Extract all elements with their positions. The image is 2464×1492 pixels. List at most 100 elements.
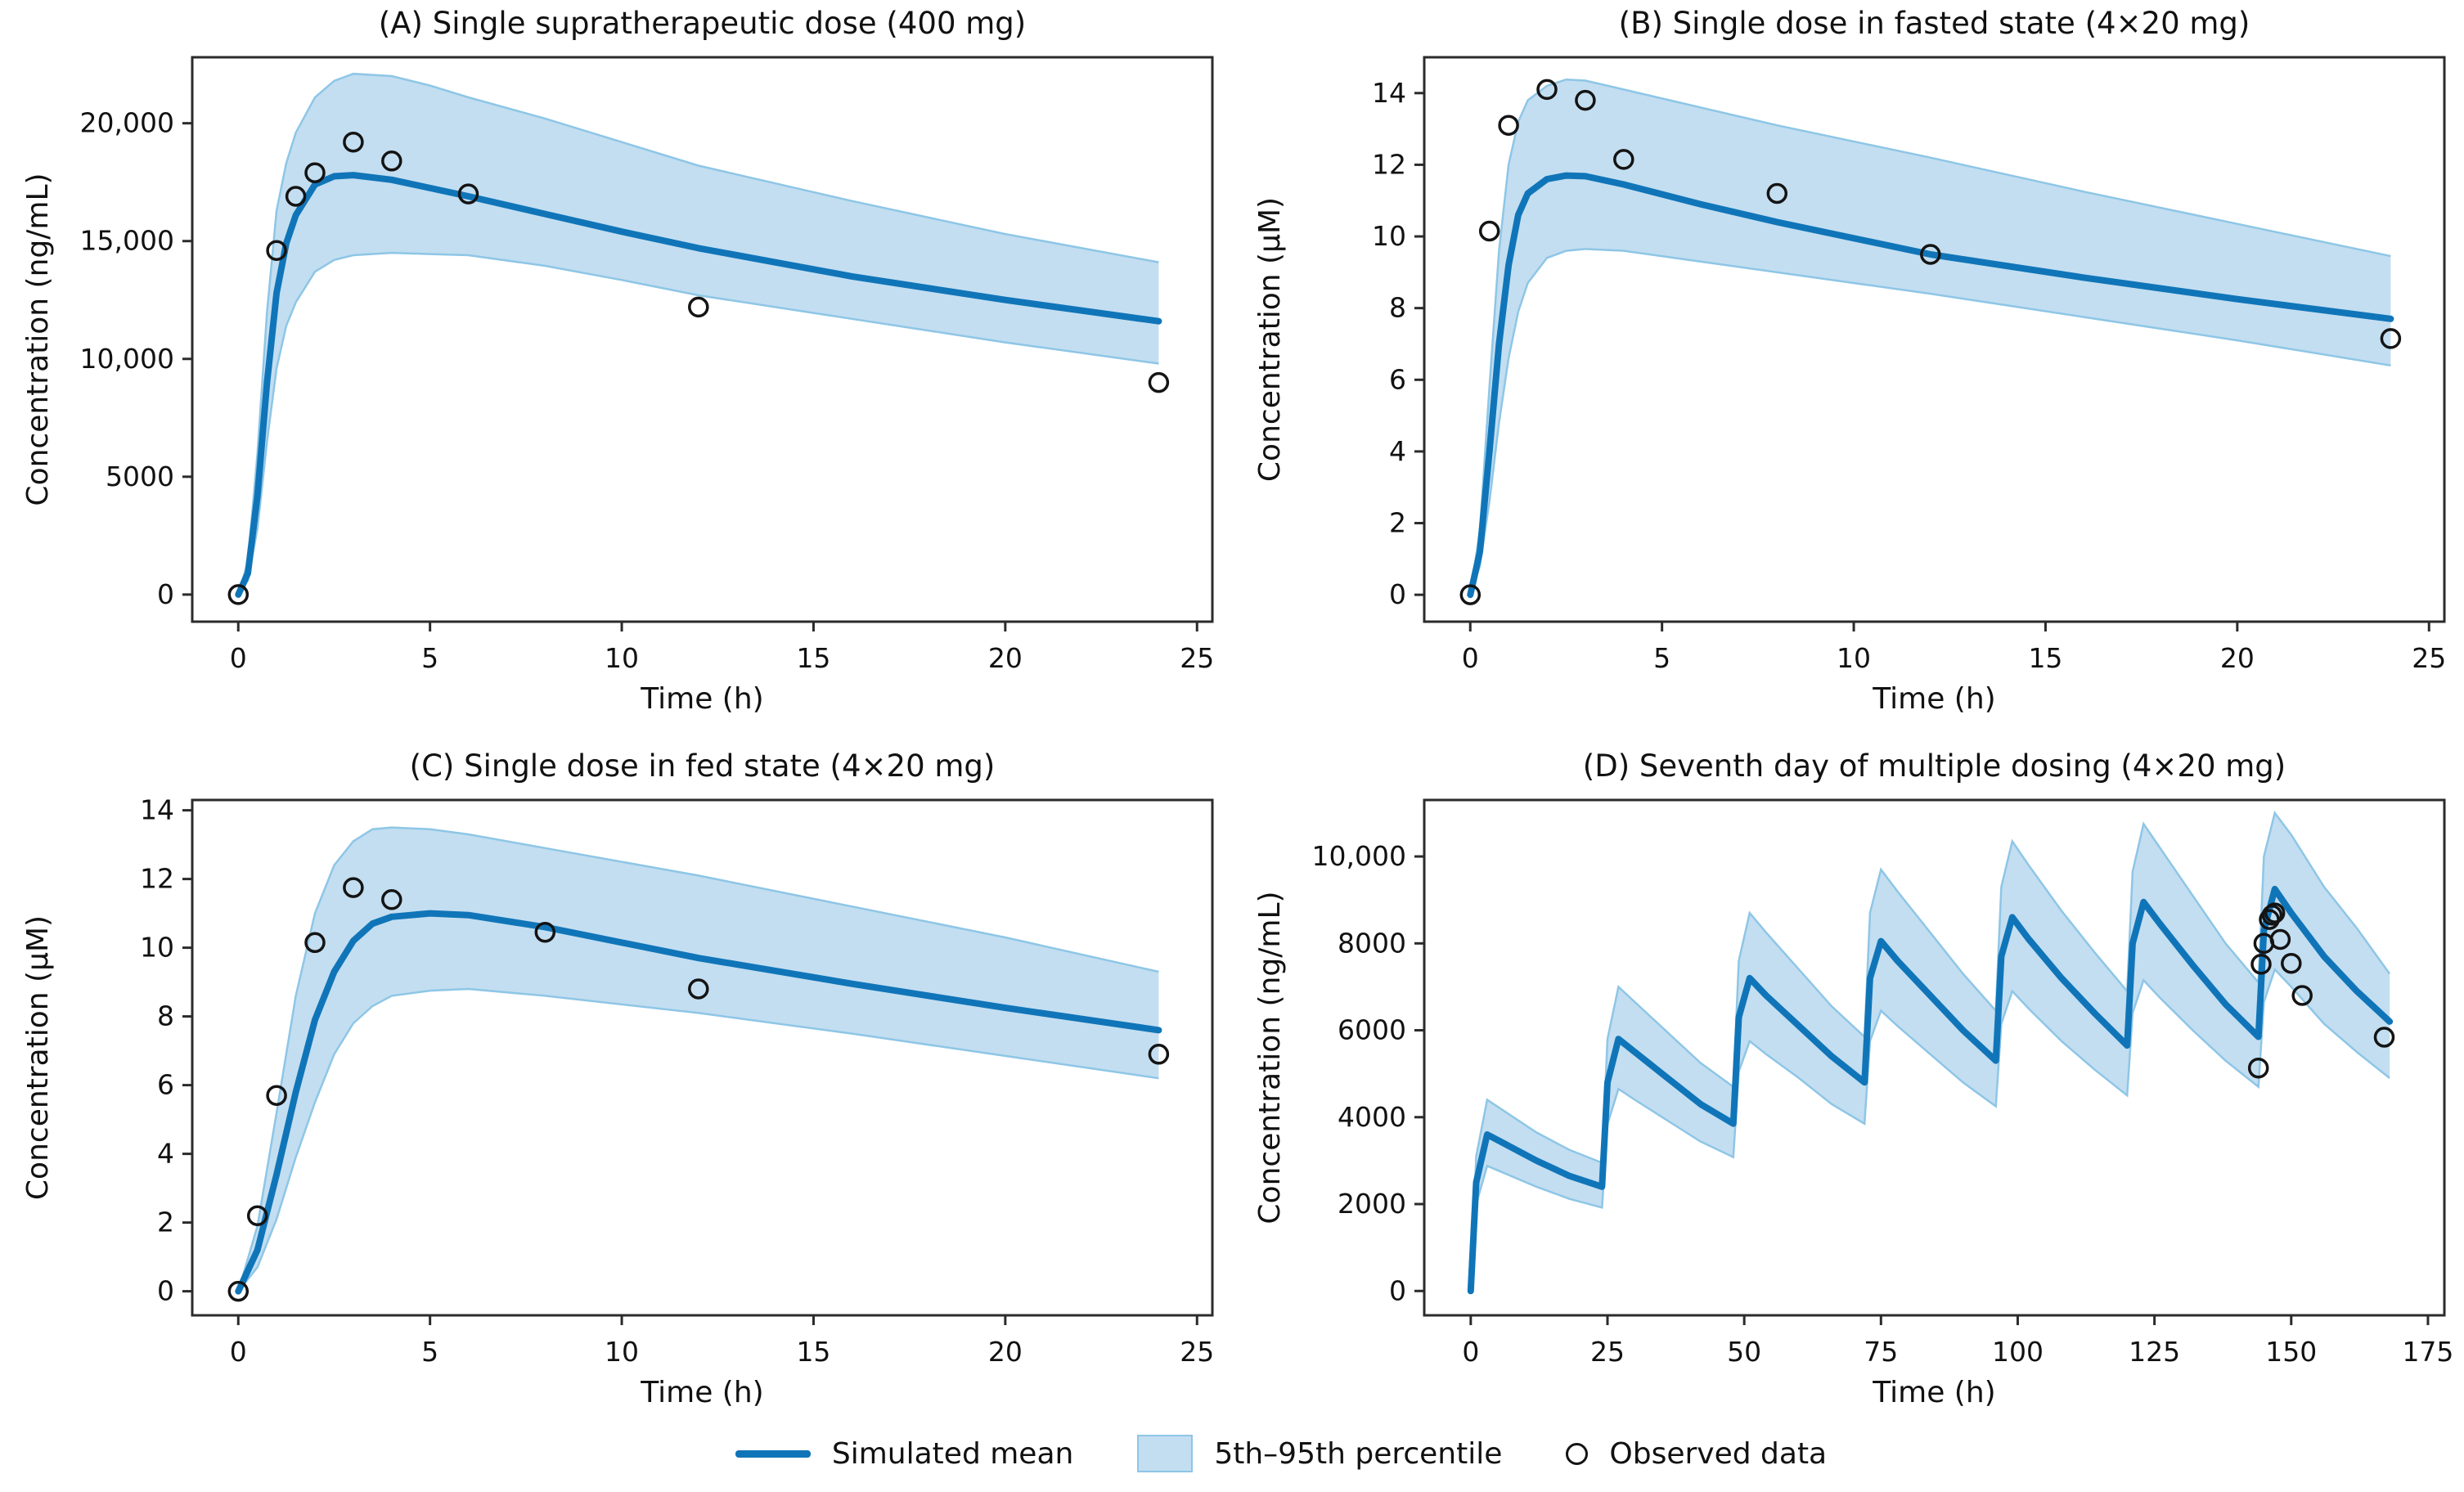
panel-a-title: (A) Single supratherapeutic dose (400 mg… — [378, 5, 1027, 41]
legend-item-percentile-band: 5th–95th percentile — [1137, 1435, 1502, 1472]
y-axis-label: Concentration (ng/mL) — [1253, 891, 1287, 1224]
y-tick-label: 4000 — [1338, 1101, 1406, 1133]
y-tick-label: 10 — [1372, 220, 1406, 252]
x-tick-label: 0 — [1462, 642, 1479, 674]
y-axis-label: Concentration (µM) — [1253, 197, 1287, 482]
y-tick-label: 10,000 — [80, 343, 174, 375]
x-tick-label: 100 — [1992, 1336, 2044, 1368]
simulated-mean-line — [235, 910, 1162, 1295]
y-tick-label: 2 — [1389, 507, 1406, 539]
x-tick-label: 20 — [988, 642, 1023, 674]
observed-point — [2264, 902, 2286, 924]
x-tick-label: 20 — [2220, 642, 2255, 674]
panel-c-title: (C) Single dose in fed state (4×20 mg) — [409, 748, 996, 784]
legend-item-observed-data: Observed data — [1566, 1437, 1827, 1471]
y-tick-label: 12 — [140, 863, 174, 895]
panel-b-title: (B) Single dose in fasted state (4×20 mg… — [1618, 5, 2250, 41]
observed-point — [1148, 1044, 1170, 1065]
observed-point — [1613, 149, 1634, 170]
x-tick-label: 75 — [1864, 1336, 1898, 1368]
x-tick-label: 10 — [605, 642, 639, 674]
observed-point — [2261, 905, 2283, 926]
x-tick-label: 125 — [2129, 1336, 2180, 1368]
observed-point — [1920, 244, 1941, 265]
y-tick-label: 14 — [1372, 77, 1406, 109]
band-edge-upper — [237, 72, 1159, 595]
observed-point — [1478, 220, 1500, 242]
observed-data-marker-swatch — [1566, 1442, 1589, 1465]
observed-point — [304, 932, 326, 954]
observed-point — [285, 186, 307, 207]
y-tick-label: 12 — [1372, 148, 1406, 180]
x-axis-label: Time (h) — [640, 1376, 763, 1409]
observed-point — [1536, 79, 1558, 101]
axes-box — [1423, 56, 2446, 623]
observed-point — [227, 1280, 250, 1302]
observed-point — [2373, 1027, 2395, 1048]
observed-point — [2269, 928, 2291, 950]
panel-a-plot: 0 5 10 15 20 25 0 5000 10,000 15,000 20,000 Time (h… — [21, 56, 1214, 716]
y-tick-label: 0 — [157, 578, 174, 610]
x-tick-label: 20 — [988, 1336, 1023, 1368]
band-edge-upper — [1469, 811, 2391, 1292]
observed-point — [2250, 954, 2272, 975]
x-tick-label: 5 — [421, 642, 438, 674]
observed-point — [2380, 328, 2402, 349]
legend-label-observed-data: Observed data — [1609, 1436, 1828, 1471]
x-tick-label: 50 — [1727, 1336, 1761, 1368]
x-tick-label: 5 — [421, 1336, 438, 1368]
band-edge-upper — [1469, 78, 2391, 595]
y-tick-label: 20,000 — [80, 107, 174, 139]
observed-point — [343, 131, 364, 153]
y-axis-label: Concentration (ng/mL) — [21, 173, 55, 506]
simulated-mean-line — [1467, 172, 2394, 599]
x-tick-label: 175 — [2402, 1336, 2453, 1368]
panel-c: (C) Single dose in fed state (4×20 mg) 0… — [0, 721, 1232, 1415]
x-tick-label: 10 — [605, 1336, 639, 1368]
x-tick-label: 25 — [1180, 1336, 1214, 1368]
observed-point — [343, 877, 364, 898]
observed-point — [381, 151, 402, 172]
x-tick-label: 25 — [1590, 1336, 1625, 1368]
x-tick-label: 5 — [1653, 642, 1670, 674]
panel-b-plot: 0 5 10 15 20 25 0 2 4 6 8 10 12 14 Time (h) Concentrati… — [1253, 56, 2446, 716]
observed-point — [534, 921, 556, 943]
observed-point — [1575, 89, 1596, 111]
y-tick-label: 15,000 — [80, 225, 174, 257]
y-tick-label: 6 — [157, 1069, 174, 1101]
x-tick-label: 0 — [230, 642, 247, 674]
observed-point — [2291, 985, 2313, 1006]
observed-point — [457, 183, 479, 204]
y-axis-label: Concentration (µM) — [21, 915, 55, 1200]
observed-point — [1148, 371, 1170, 393]
band-edge-upper — [237, 826, 1159, 1292]
y-tick-label: 10 — [140, 932, 174, 964]
observed-point — [2247, 1057, 2269, 1079]
axes-box — [1423, 798, 2446, 1317]
simulated-mean-line — [1467, 885, 2394, 1295]
simulated-mean-line-swatch — [735, 1449, 811, 1458]
x-axis-label: Time (h) — [1872, 1376, 1995, 1409]
observed-point — [2281, 952, 2302, 974]
legend: Simulated mean 5th–95th percentile Obser… — [0, 1415, 2464, 1492]
panel-b: (B) Single dose in fasted state (4×20 mg… — [1232, 0, 2464, 721]
axes-box — [191, 56, 1214, 623]
observed-point — [1459, 584, 1482, 605]
percentile-band — [1470, 812, 2390, 1292]
y-tick-label: 0 — [1389, 578, 1406, 610]
y-tick-label: 8 — [1389, 292, 1406, 324]
y-tick-label: 14 — [140, 794, 174, 826]
panel-d-title: (D) Seventh day of multiple dosing (4×20… — [1582, 748, 2286, 784]
panel-d-plot: 0 25 50 75 100 125 150 175 0 2000 4000 6000 8000 10,0… — [1253, 798, 2453, 1409]
y-tick-label: 4 — [1389, 435, 1406, 467]
legend-label-percentile-band: 5th–95th percentile — [1214, 1436, 1503, 1471]
observed-point — [304, 162, 326, 183]
axes-box — [191, 798, 1214, 1317]
percentile-band — [238, 74, 1159, 595]
observed-point — [1498, 115, 1519, 136]
x-tick-label: 15 — [796, 1336, 830, 1368]
legend-item-simulated-mean: Simulated mean — [735, 1437, 1073, 1471]
band-edge-lower — [237, 987, 1159, 1292]
y-tick-label: 8 — [157, 1000, 174, 1032]
x-tick-label: 15 — [796, 642, 830, 674]
